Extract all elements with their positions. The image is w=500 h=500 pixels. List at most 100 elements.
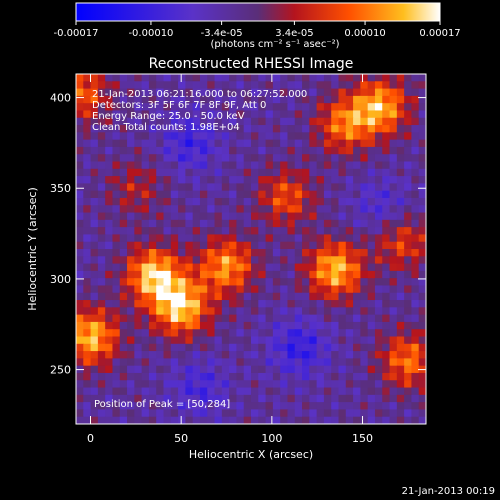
heatmap-cell [105, 197, 114, 206]
heatmap-cell [272, 321, 281, 330]
heatmap-cell [345, 372, 354, 381]
heatmap-cell [323, 314, 332, 323]
heatmap-cell [243, 256, 252, 265]
heatmap-cell [243, 125, 252, 133]
heatmap-cell [374, 249, 383, 257]
heatmap-cell [265, 161, 274, 170]
heatmap-cell [178, 132, 186, 141]
heatmap-cell [207, 249, 216, 257]
heatmap-cell [345, 256, 354, 265]
heatmap-cell [360, 278, 369, 287]
heatmap-cell [178, 125, 186, 133]
heatmap-cell [331, 416, 340, 424]
heatmap-cell [127, 307, 135, 316]
heatmap-cell [148, 154, 157, 163]
heatmap-cell [221, 263, 230, 272]
heatmap-cell [90, 380, 99, 389]
heatmap-cell [243, 402, 252, 411]
heatmap-cell [236, 249, 245, 257]
heatmap-cell [199, 402, 208, 411]
heatmap-cell [97, 278, 106, 287]
heatmap-cell [192, 95, 201, 104]
heatmap-cell [287, 190, 296, 199]
heatmap-cell [316, 103, 325, 112]
heatmap-cell [360, 409, 369, 418]
heatmap-cell [221, 168, 230, 177]
heatmap-cell [338, 197, 347, 206]
heatmap-cell [127, 380, 135, 389]
heatmap-cell [316, 416, 325, 424]
heatmap-cell [185, 307, 194, 316]
heatmap-cell [119, 95, 128, 104]
heatmap-cell [389, 110, 398, 119]
heatmap-cell [280, 110, 289, 119]
heatmap-cell [134, 402, 143, 411]
heatmap-cell [185, 110, 194, 119]
heatmap-cell [353, 241, 361, 250]
heatmap-cell [148, 380, 157, 389]
heatmap-cell [251, 387, 259, 396]
heatmap-cell [265, 380, 274, 389]
heatmap-cell [141, 380, 150, 389]
heatmap-cell [309, 358, 318, 367]
heatmap-cell [331, 219, 340, 228]
heatmap-cell [374, 300, 383, 308]
heatmap-cell [207, 154, 216, 163]
heatmap-cell [141, 154, 150, 163]
heatmap-cell [272, 219, 281, 228]
heatmap-cell [207, 394, 216, 403]
heatmap-cell [323, 227, 332, 236]
heatmap-cell [287, 402, 296, 411]
heatmap-cell [199, 321, 208, 330]
heatmap-cell [105, 270, 114, 279]
heatmap-cell [214, 285, 223, 294]
heatmap-cell [185, 212, 194, 221]
heatmap-cell [418, 139, 426, 148]
heatmap-cell [97, 125, 106, 133]
heatmap-cell [382, 278, 391, 287]
heatmap-cell [163, 146, 172, 155]
heatmap-cell [309, 351, 318, 359]
heatmap-cell [112, 292, 121, 301]
heatmap-cell [236, 351, 245, 359]
heatmap-cell [156, 278, 165, 287]
heatmap-cell [97, 380, 106, 389]
heatmap-cell [112, 154, 121, 163]
heatmap-cell [367, 307, 376, 316]
heatmap-cell [76, 300, 84, 308]
heatmap-cell [389, 190, 398, 199]
heatmap-cell [345, 95, 354, 104]
heatmap-cell [265, 125, 274, 133]
heatmap-cell [243, 168, 252, 177]
heatmap-cell [272, 161, 281, 170]
heatmap-cell [331, 241, 340, 250]
colorbar-ticks [75, 21, 441, 25]
heatmap-cell [127, 146, 135, 155]
heatmap-cell [236, 292, 245, 301]
heatmap-cell [389, 146, 398, 155]
heatmap-cell [134, 139, 143, 148]
heatmap-cell [127, 241, 135, 250]
heatmap-cell [236, 372, 245, 381]
heatmap-cell [127, 416, 135, 424]
heatmap-cell [163, 161, 172, 170]
heatmap-cell [353, 292, 361, 301]
heatmap-cell [141, 329, 150, 338]
heatmap-cell [265, 409, 274, 418]
heatmap-cell [294, 219, 303, 228]
heatmap-cell [294, 249, 303, 257]
heatmap-cell [382, 219, 391, 228]
heatmap-cell [345, 270, 354, 279]
heatmap-cell [156, 292, 165, 301]
heatmap-cell [134, 205, 143, 214]
heatmap-cell [353, 154, 361, 163]
heatmap-cell [309, 190, 318, 199]
heatmap-cell [302, 358, 310, 367]
heatmap-cell [338, 263, 347, 272]
heatmap-cell [199, 416, 208, 424]
heatmap-cell [112, 88, 121, 97]
heatmap-cell [353, 88, 361, 97]
heatmap-cell [83, 300, 92, 308]
heatmap-cell [396, 263, 405, 272]
heatmap-cell [404, 351, 413, 359]
